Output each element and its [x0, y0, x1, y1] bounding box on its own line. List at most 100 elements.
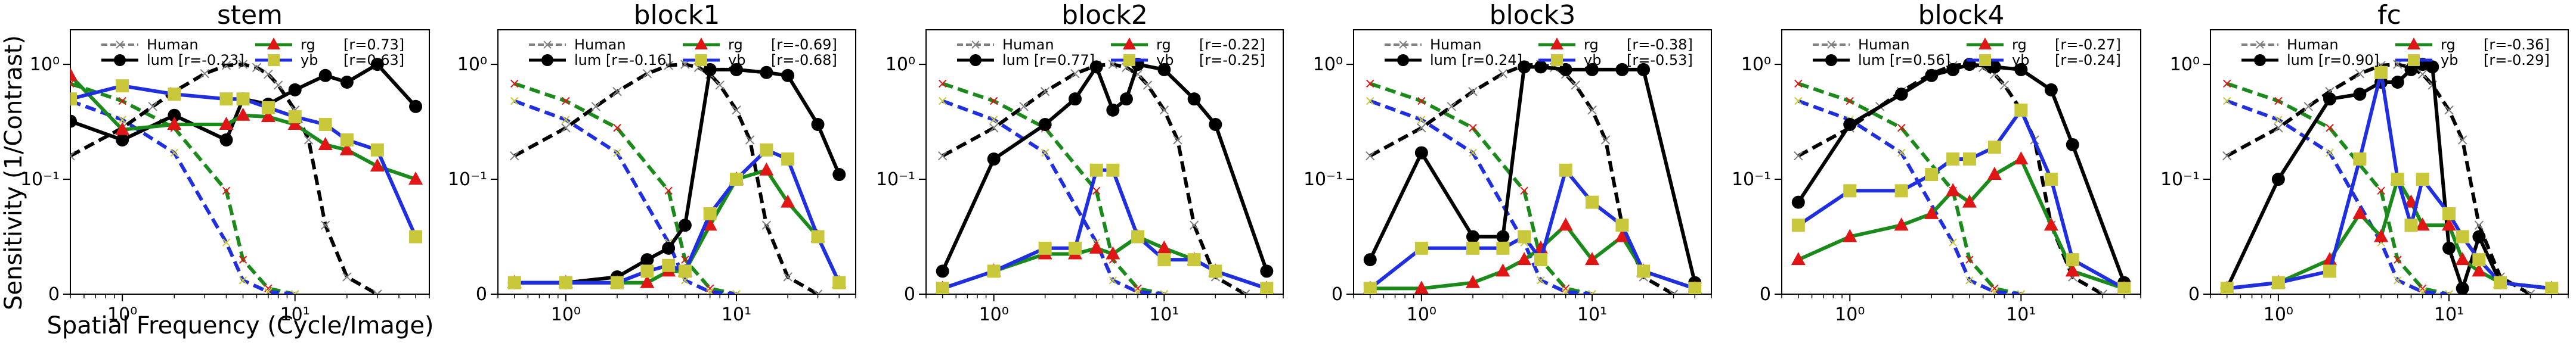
human-rg-point [239, 255, 247, 264]
rg-point [1946, 183, 1961, 197]
human-point [783, 272, 792, 282]
yb-point [2374, 66, 2388, 79]
yb-point [318, 117, 332, 131]
series-lum-line [1797, 63, 2126, 283]
legend-yb-label: yb [2441, 52, 2458, 68]
human-point [2457, 135, 2467, 145]
human-point [273, 80, 283, 90]
lum-point [340, 75, 354, 89]
lum-point [678, 219, 692, 232]
yb-point [1688, 282, 1702, 294]
lum-point [662, 241, 676, 255]
x-tick-label: 10⁰ [979, 304, 1009, 325]
legend-yb-marker [1551, 54, 1563, 66]
y-tick-label: 10⁰ [886, 54, 915, 75]
legend-lum-marker [1825, 54, 1837, 66]
human-yb-point [1366, 96, 1374, 105]
y-tick-label: 10⁻¹ [20, 169, 60, 190]
lum-point [832, 168, 846, 182]
legend-human-marker [2256, 40, 2264, 49]
yb-point [236, 92, 250, 106]
human-yb-point [2418, 288, 2427, 294]
x-tick-label: 10¹ [280, 304, 310, 325]
lum-point [1843, 117, 1857, 131]
lum-point [2271, 173, 2285, 186]
rg-point [1615, 229, 1630, 242]
human-yb-point [1537, 276, 1545, 285]
human-point [2417, 70, 2428, 79]
legend-lum-label: lum [r=-0.23] [147, 52, 244, 68]
y-tick-label: 0 [1332, 284, 1343, 305]
lum-point [1187, 92, 1201, 106]
lum-point [370, 58, 384, 71]
lum-point [936, 264, 949, 278]
axes-frame [1353, 29, 1712, 295]
y-tick-label: 10⁰ [2170, 54, 2200, 75]
lum-point [1946, 63, 1960, 76]
human-point [1447, 102, 1456, 111]
human-yb-point [2445, 290, 2453, 294]
rg-point [2455, 252, 2470, 266]
legend-lum-marker [2254, 54, 2266, 66]
legend-yb-marker [2408, 54, 2420, 66]
human-rg-point [118, 96, 126, 105]
yb-point [1534, 253, 1547, 267]
human-yb-point [705, 288, 714, 294]
lum-point [1260, 264, 1274, 278]
legend-rg-label: rg [301, 36, 315, 53]
x-tick-label: 10⁰ [1407, 304, 1436, 325]
lum-point [116, 133, 129, 146]
lum-point [1157, 63, 1171, 76]
y-tick-label: 0 [1760, 284, 1771, 305]
y-tick-label: 10⁰ [1313, 54, 1343, 75]
lum-point [2404, 63, 2418, 76]
human-yb-point [170, 148, 179, 157]
y-tick-label: 10⁻¹ [1304, 169, 1343, 190]
chart-title: block3 [1490, 0, 1576, 30]
human-point [745, 135, 755, 145]
human-rg-curve [2226, 82, 2450, 294]
human-yb-point [681, 276, 689, 285]
yb-point [1925, 168, 1939, 182]
plot-area [935, 58, 1274, 294]
rg-point [408, 172, 423, 185]
legend-lum-label: lum [r=0.77] [1002, 52, 1095, 68]
rg-point [236, 107, 250, 121]
yb-point [2404, 219, 2418, 232]
yb-point [409, 230, 423, 244]
x-tick-label: 10⁰ [1835, 304, 1865, 325]
yb-point [2323, 264, 2336, 278]
yb-point [1518, 230, 1531, 244]
rg-point [2442, 217, 2456, 231]
human-yb-point [1134, 288, 1142, 294]
human-yb-point [264, 288, 273, 294]
yb-point [1106, 163, 1120, 177]
yb-point [2545, 282, 2559, 294]
yb-point [340, 133, 354, 146]
yb-point [1209, 264, 1222, 278]
legend-human-marker [971, 40, 980, 49]
legend-rg-label: rg [2012, 36, 2027, 53]
yb-point [2494, 276, 2507, 289]
rg-point [70, 67, 78, 81]
series-rg-line [2227, 174, 2552, 291]
legend-human-label: Human [147, 36, 199, 53]
series-lum-line [940, 62, 1269, 272]
human-point [2474, 220, 2484, 230]
yb-point [219, 92, 233, 106]
lum-point [1089, 60, 1103, 74]
yb-point [1363, 282, 1377, 294]
chart-title: block4 [1918, 0, 2005, 30]
human-rg-point [510, 79, 519, 88]
chart-title: stem [217, 0, 283, 30]
rg-point [1517, 252, 1532, 266]
y-tick-label: 10⁰ [457, 54, 487, 75]
legend-lum-marker [541, 54, 553, 66]
yb-point [168, 88, 181, 101]
yb-point [70, 92, 77, 106]
legend-human-label: Human [1858, 36, 1910, 53]
legend-rg-corr: [r=-0.22] [1199, 36, 1265, 53]
legend-yb-label: yb [1156, 52, 1174, 68]
